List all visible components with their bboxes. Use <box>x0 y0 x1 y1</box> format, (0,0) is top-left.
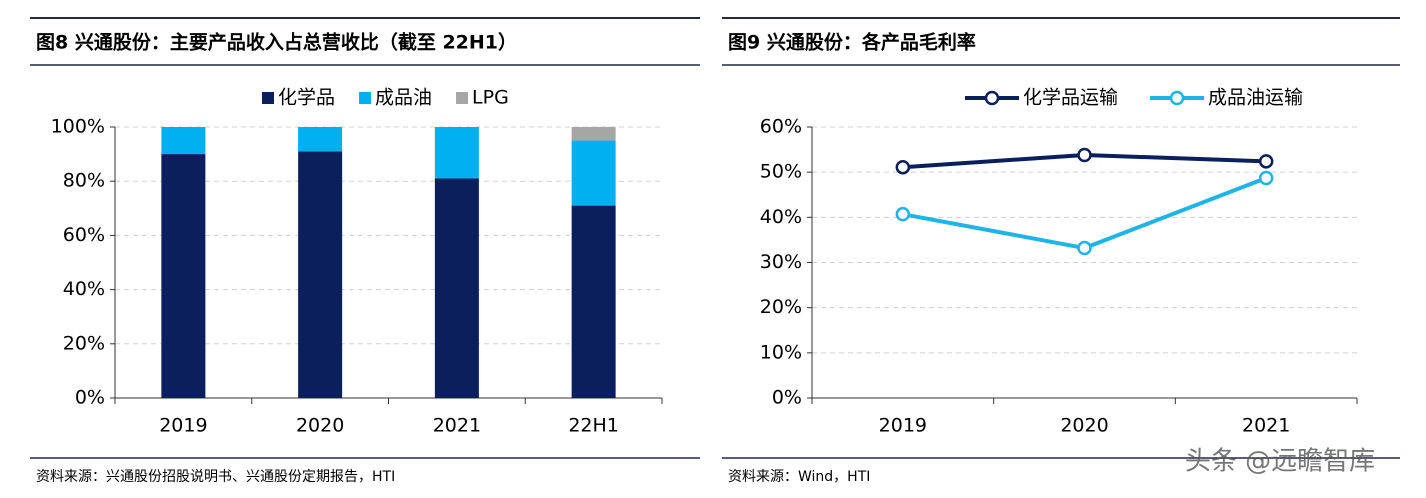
y-tick-label: 10% <box>760 341 802 363</box>
y-tick-label: 20% <box>760 296 802 318</box>
bar-segment <box>298 127 343 152</box>
bar-segment <box>161 127 206 155</box>
y-tick-label: 30% <box>760 251 802 273</box>
x-tick-label: 2021 <box>1242 415 1290 437</box>
x-tick-label: 2019 <box>159 415 207 437</box>
point <box>1077 147 1092 163</box>
legend-marker <box>1169 90 1185 106</box>
bar-segment <box>434 178 479 398</box>
x-tick-label: 2020 <box>296 415 344 437</box>
legend-label: 成品油运输 <box>1208 87 1303 109</box>
y-tick-label: 40% <box>760 206 802 228</box>
bar-segment <box>571 140 616 206</box>
legend-label: 成品油 <box>375 87 432 109</box>
legend-swatch <box>262 92 274 104</box>
legend-label: 化学品 <box>278 87 335 109</box>
chart-title: 图8 兴通股份：主要产品收入占总营收比（截至 22H1） <box>36 31 517 54</box>
y-tick-label: 80% <box>63 170 105 192</box>
bar-segment <box>161 154 206 398</box>
bar-segment <box>434 127 479 179</box>
point <box>895 206 911 222</box>
bar-segment <box>571 205 616 398</box>
legend-swatch <box>456 92 469 104</box>
y-tick-label: 40% <box>63 278 105 300</box>
point <box>895 159 911 175</box>
x-tick-label: 22H1 <box>568 415 619 437</box>
y-tick-label: 100% <box>51 116 105 138</box>
y-tick-label: 0% <box>772 387 802 409</box>
x-tick-label: 2019 <box>879 415 927 437</box>
x-tick-label: 2020 <box>1060 415 1108 437</box>
y-tick-label: 0% <box>75 387 105 409</box>
y-tick-label: 60% <box>760 116 802 138</box>
chart-title: 图9 兴通股份：各产品毛利率 <box>728 31 976 54</box>
y-tick-label: 20% <box>63 332 105 354</box>
legend-marker <box>984 90 1000 106</box>
source-note: 资料来源：兴通股份招股说明书、兴通股份定期报告，HTI <box>36 469 395 485</box>
x-tick-label: 2021 <box>433 415 481 437</box>
y-tick-label: 60% <box>63 224 105 246</box>
series-line <box>902 176 1267 251</box>
legend-label: LPG <box>472 87 509 109</box>
source-note: 资料来源：Wind，HTI <box>728 469 870 485</box>
legend-label: 化学品运输 <box>1023 87 1118 109</box>
point <box>1258 154 1274 169</box>
point <box>1077 240 1092 256</box>
bar-segment <box>571 127 616 141</box>
watermark: 头条 @远瞻智库 <box>1185 447 1375 477</box>
legend-swatch <box>359 92 372 104</box>
bar-segment <box>298 151 343 398</box>
point <box>1258 170 1274 186</box>
y-tick-label: 50% <box>760 161 802 183</box>
